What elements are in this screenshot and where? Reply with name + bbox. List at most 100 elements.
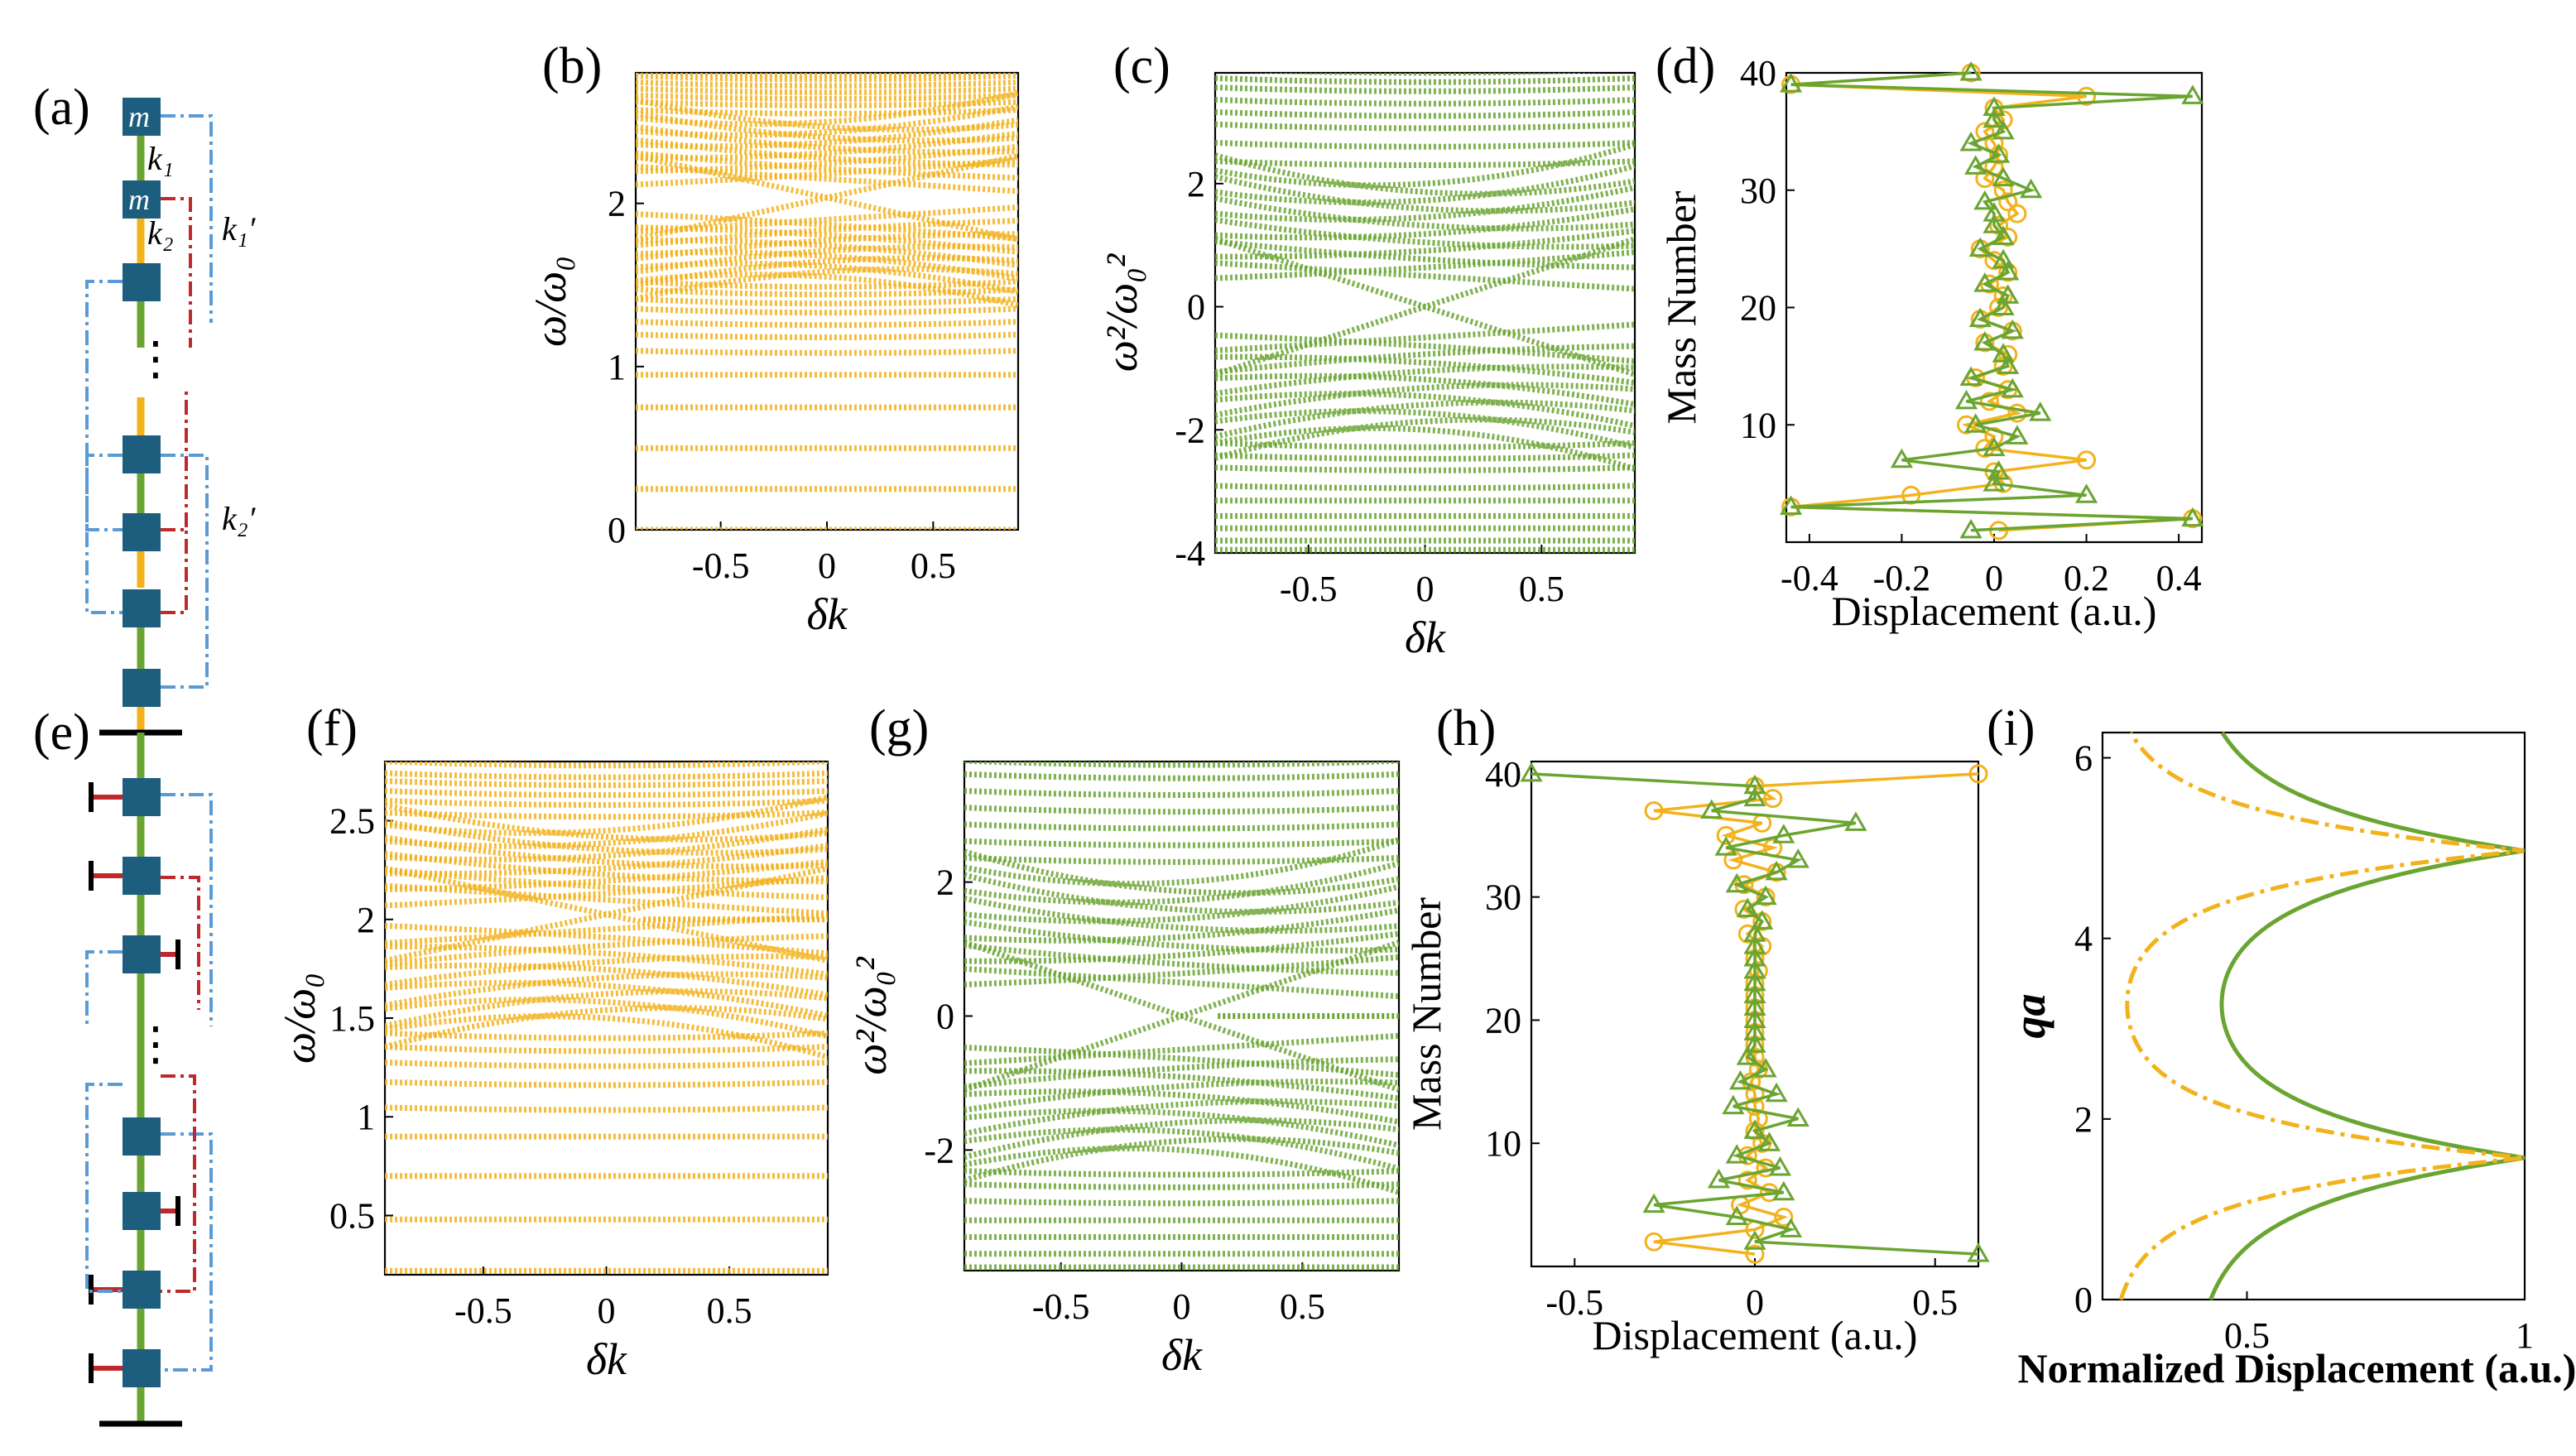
y-tick-label: 2: [936, 863, 954, 903]
data-point: [1973, 190, 1997, 210]
data-point: [1989, 298, 2009, 317]
band-line: [1215, 217, 1635, 250]
mass-e4: [123, 1117, 161, 1156]
band-layer: [964, 762, 1399, 1271]
band-line: [964, 1117, 1399, 1160]
data-point: [2020, 178, 2043, 199]
data-point: [1751, 910, 1774, 930]
band-line: [964, 1098, 1399, 1136]
mass-3: [123, 263, 161, 301]
data-point: [1728, 1069, 1752, 1090]
data-point: [1725, 1144, 1748, 1164]
band-line: [636, 266, 1018, 302]
band-line: [1215, 391, 1635, 429]
x-tick-label: 0.5: [707, 1290, 752, 1331]
data-point: [1982, 214, 2006, 233]
data-point: [1714, 836, 1737, 856]
band-line: [964, 896, 1399, 934]
band-line: [1215, 97, 1635, 107]
band-line: [636, 211, 1018, 242]
data-point: [2001, 319, 2024, 339]
band-line: [964, 883, 1399, 925]
data-point: [1745, 1244, 1765, 1264]
band-line: [385, 953, 828, 987]
data-point: [1992, 296, 2015, 315]
band-line: [964, 1088, 1399, 1125]
data-point: [1772, 1180, 1795, 1201]
y-tick-label: -4: [1175, 533, 1205, 574]
data-point: [1968, 237, 1992, 257]
data-point: [1967, 1242, 1990, 1262]
band-line: [964, 805, 1399, 815]
band-line: [636, 224, 1018, 255]
data-point: [1968, 307, 1992, 328]
data-point: [1754, 885, 1777, 906]
link-e5: [161, 1132, 213, 1372]
data-point: [1765, 860, 1788, 881]
data-point: [1982, 472, 2006, 492]
band-line: [1215, 452, 1635, 462]
link-e6: [161, 1074, 196, 1293]
x-tick-label: -0.5: [1545, 1282, 1603, 1323]
data-point: [1992, 248, 2015, 269]
band-line: [636, 271, 1018, 309]
mass-e7: [123, 1349, 161, 1387]
band-layer: [636, 73, 1018, 530]
band-line: [636, 107, 1018, 117]
data-point: [1725, 1205, 1748, 1225]
y-tick-label: 4: [2074, 919, 2093, 959]
edge-state: [385, 865, 828, 963]
band-line: [964, 1079, 1399, 1113]
panel-g: (g) -0.5 0 0.5 -2 0 2 δk ω²/ω₀²: [846, 700, 1401, 1380]
y-axis-label: Mass Number: [1658, 190, 1704, 424]
band-line: [385, 818, 828, 856]
data-point: [1779, 1218, 1803, 1237]
x-tick-label: 0.4: [2156, 558, 2202, 598]
band-line: [636, 204, 1018, 235]
data-point: [1997, 354, 2020, 374]
band-line: [1215, 174, 1635, 214]
band-line: [385, 962, 828, 998]
k2p-link-b: [161, 389, 188, 531]
data-point: [1992, 119, 2015, 140]
band-line: [385, 874, 828, 909]
band-line: [964, 1108, 1399, 1149]
y-tick-label: 10: [1740, 405, 1776, 445]
data-point: [1982, 202, 2006, 222]
band-line: [964, 872, 1399, 915]
data-point: [1743, 959, 1766, 979]
band-line: [636, 163, 1018, 195]
band-line: [1215, 228, 1635, 260]
band-line: [636, 117, 1018, 150]
band-line: [385, 971, 828, 1009]
k1p-link-c: [161, 454, 209, 689]
y-axis-label: Mass Number: [1403, 897, 1449, 1131]
y-tick-label: 0: [608, 510, 626, 550]
mass-1: [123, 98, 161, 136]
y-tick-label: 0: [2074, 1280, 2093, 1320]
band-line: [964, 1045, 1399, 1079]
band-line: [1215, 185, 1635, 223]
data-point: [1997, 284, 2020, 304]
series-line: [2118, 731, 2526, 1300]
band-line: [636, 103, 1018, 138]
x-tick-label: 0: [598, 1290, 616, 1331]
data-point: [1979, 274, 1999, 294]
band-layer: [385, 762, 828, 1274]
data-point: [1998, 227, 2018, 247]
band-line: [385, 933, 828, 967]
band-line: [1215, 75, 1635, 85]
data-point: [1772, 824, 1795, 843]
panel-label-e: (e): [33, 704, 90, 761]
y-axis-label: ω²/ω₀²: [1097, 253, 1146, 372]
data-point: [1992, 225, 2015, 245]
link-e1: [161, 793, 213, 1026]
band-line: [636, 156, 1018, 188]
panel-d: (d) -0.4 -0.2 0 0.2 0.4 10 20 30 40 Displacement …: [1656, 38, 2204, 634]
x-tick-label: 0.5: [1280, 1286, 1325, 1327]
y-tick-label: 1: [357, 1097, 375, 1137]
y-tick-label: 1: [608, 347, 626, 387]
band-line: [385, 858, 828, 892]
mass-2: [123, 180, 161, 219]
band-line: [636, 79, 1018, 89]
